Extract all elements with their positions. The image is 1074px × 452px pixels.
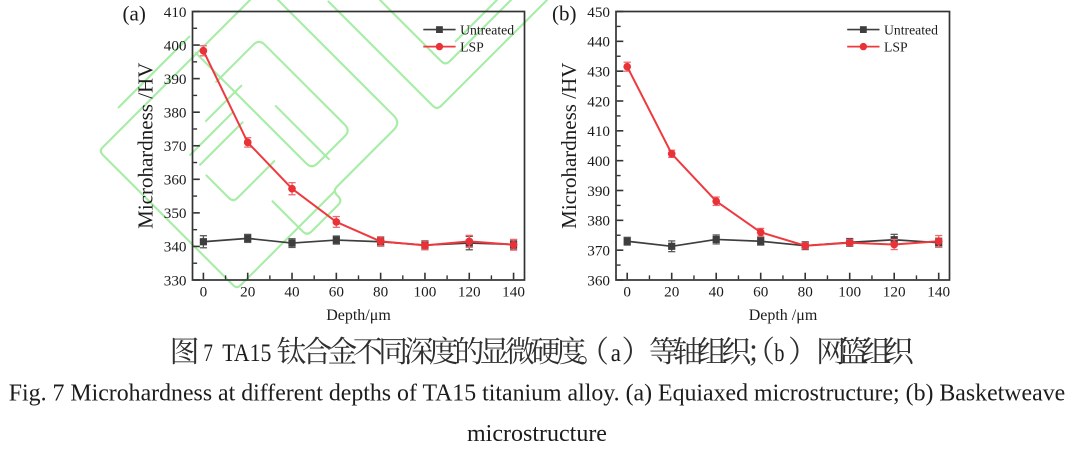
svg-text:400: 400: [587, 153, 610, 170]
svg-text:0: 0: [623, 283, 631, 300]
svg-text:400: 400: [164, 37, 187, 54]
svg-text:(a): (a): [123, 2, 146, 26]
svg-text:370: 370: [587, 242, 610, 259]
svg-text:140: 140: [502, 283, 525, 300]
svg-text:Microhardness /HV: Microhardness /HV: [134, 63, 158, 229]
svg-text:microstructure: microstructure: [467, 421, 607, 447]
svg-text:b: b: [774, 339, 784, 367]
svg-text:TA15: TA15: [222, 339, 271, 367]
svg-text:60: 60: [329, 283, 345, 300]
svg-text:Untreated: Untreated: [884, 22, 938, 37]
svg-text:40: 40: [709, 283, 725, 300]
svg-text:Microhardness /HV: Microhardness /HV: [557, 63, 581, 229]
svg-text:LSP: LSP: [884, 39, 908, 54]
svg-text:20: 20: [240, 283, 256, 300]
svg-text:360: 360: [587, 272, 610, 289]
svg-text:120: 120: [458, 283, 481, 300]
svg-text:410: 410: [164, 4, 187, 21]
svg-text:60: 60: [753, 283, 769, 300]
svg-text:380: 380: [164, 104, 187, 121]
svg-text:7: 7: [203, 339, 213, 367]
svg-text:100: 100: [838, 283, 861, 300]
svg-text:80: 80: [373, 283, 389, 300]
svg-text:440: 440: [587, 34, 610, 51]
svg-text:80: 80: [798, 283, 814, 300]
svg-text:340: 340: [164, 239, 187, 256]
svg-text:390: 390: [164, 71, 187, 88]
svg-text:Untreated: Untreated: [460, 22, 514, 37]
svg-text:Depth /μm: Depth /μm: [749, 307, 818, 324]
svg-text:40: 40: [284, 283, 300, 300]
svg-text:Depth/μm: Depth/μm: [326, 307, 391, 324]
svg-text:0: 0: [200, 283, 208, 300]
svg-text:390: 390: [587, 183, 610, 200]
svg-text:360: 360: [164, 172, 187, 189]
svg-text:a: a: [611, 339, 621, 367]
svg-text:410: 410: [587, 123, 610, 140]
svg-text:420: 420: [587, 93, 610, 110]
svg-text:370: 370: [164, 138, 187, 155]
svg-text:140: 140: [927, 283, 950, 300]
svg-text:380: 380: [587, 213, 610, 230]
svg-text:20: 20: [664, 283, 680, 300]
svg-text:LSP: LSP: [460, 39, 484, 54]
svg-text:(b): (b): [552, 2, 577, 26]
svg-text:120: 120: [883, 283, 906, 300]
svg-text:Fig. 7 Microhardness at differ: Fig. 7 Microhardness at different depths…: [9, 381, 1065, 407]
svg-text:330: 330: [164, 272, 187, 289]
svg-text:100: 100: [414, 283, 437, 300]
svg-text:430: 430: [587, 63, 610, 80]
svg-text:450: 450: [587, 4, 610, 21]
svg-text:350: 350: [164, 205, 187, 222]
